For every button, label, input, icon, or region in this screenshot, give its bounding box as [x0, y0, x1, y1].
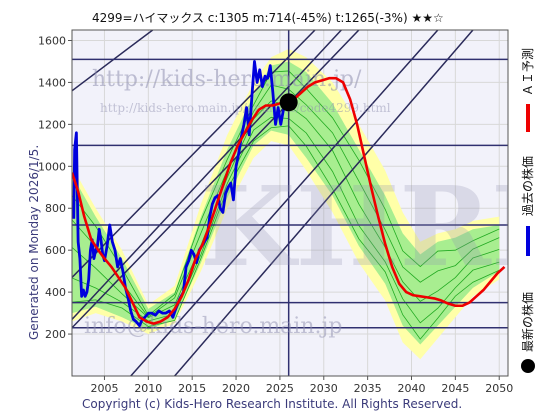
x-tick-label: 2035 — [354, 382, 382, 395]
trend-line — [72, 30, 342, 320]
y-tick-label: 1200 — [38, 118, 66, 131]
trend-line — [130, 30, 439, 376]
y-tick-label: 200 — [45, 328, 66, 341]
trend-line — [174, 30, 474, 376]
x-tick-label: 2045 — [441, 382, 469, 395]
plot-area: KHRIhttp://kids-hero.main.jp/http://kids… — [38, 29, 542, 395]
x-tick-label: 2040 — [398, 382, 426, 395]
band-green-line — [72, 100, 500, 319]
chart-title: 4299=ハイマックス c:1305 m:714(-45%) t:1265(-3… — [92, 11, 444, 25]
legend-label-latest: 最新の株価 — [520, 292, 535, 352]
x-tick-label: 2030 — [310, 382, 338, 395]
y-tick-label: 1000 — [38, 160, 66, 173]
watermark-url-main: http://kids-hero.main.jp/ — [92, 67, 362, 92]
x-tick-label: 2020 — [222, 382, 250, 395]
y-tick-label: 400 — [45, 286, 66, 299]
x-tick-label: 2050 — [485, 382, 513, 395]
band-green-line — [72, 116, 500, 324]
x-tick-label: 2005 — [90, 382, 118, 395]
legend-label-ai: ＡＩ予測 — [521, 48, 535, 96]
x-tick-label: 2025 — [266, 382, 294, 395]
band-green-line — [72, 125, 500, 340]
legend-label-past: 過去の株価 — [520, 156, 535, 216]
legend-swatch-latest — [521, 359, 535, 373]
latest-price-marker — [279, 93, 298, 112]
watermark-email: info@kids-hero.main.jp — [84, 314, 342, 339]
y-tick-label: 1600 — [38, 34, 66, 47]
generated-date: Generated on Monday 2026/1/5. — [27, 145, 41, 340]
x-tick-label: 2015 — [178, 382, 206, 395]
forecast-band-inner — [72, 61, 500, 345]
y-tick-label: 1400 — [38, 76, 66, 89]
watermark-logo: KHRI — [200, 162, 542, 291]
y-tick-label: 800 — [45, 202, 66, 215]
historical-price-line — [72, 60, 288, 328]
x-tick-label: 2010 — [134, 382, 162, 395]
plot-inner: KHRIhttp://kids-hero.main.jp/http://kids… — [72, 30, 542, 376]
y-tick-label: 600 — [45, 244, 66, 257]
trend-line — [72, 30, 154, 92]
plot-border — [71, 29, 509, 377]
copyright-footer: Copyright (c) Kids-Hero Research Institu… — [82, 397, 462, 411]
